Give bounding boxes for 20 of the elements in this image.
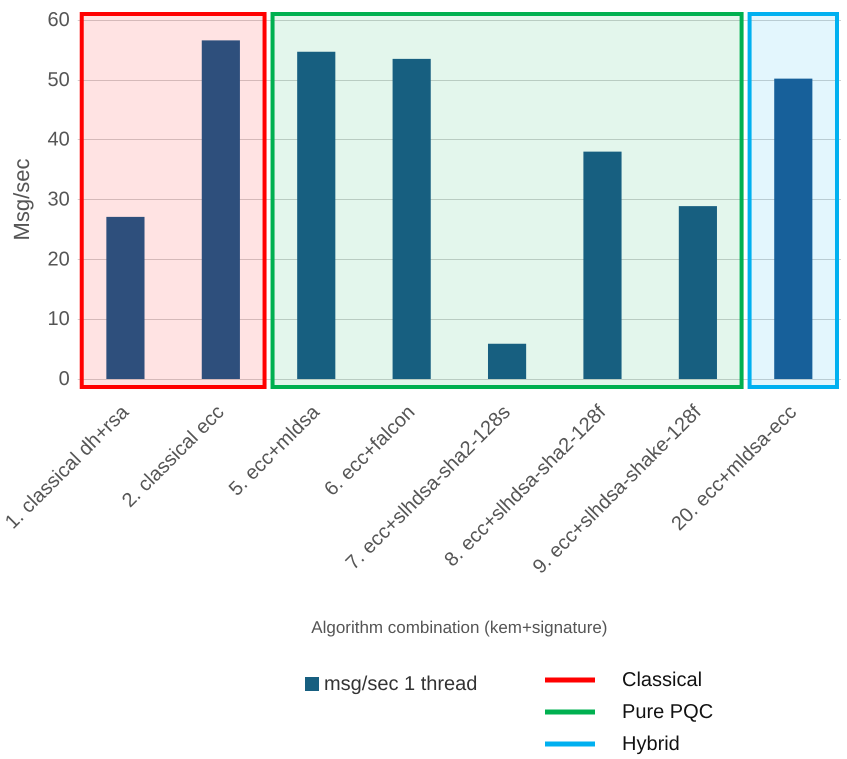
y-tick-label: 30 [47, 188, 70, 210]
bar [583, 152, 622, 379]
y-tick-label: 50 [47, 68, 70, 91]
y-tick-label: 40 [47, 128, 70, 151]
legend-label: Classical [622, 669, 702, 691]
y-tick-label: 20 [47, 248, 70, 270]
bar [106, 216, 145, 379]
x-axis-title: Algorithm combination (kem+signature) [311, 618, 608, 637]
y-axis-title: Msg/sec [9, 158, 34, 240]
bar [678, 206, 717, 379]
y-tick-label: 10 [47, 308, 70, 330]
y-tick-label: 60 [47, 9, 70, 31]
bar [202, 40, 240, 379]
legend-label: msg/sec 1 thread [324, 673, 478, 695]
legend-label: Hybrid [622, 733, 680, 755]
bar [392, 58, 431, 379]
bar [297, 52, 336, 379]
y-tick-label: 0 [58, 368, 70, 390]
legend-label: Pure PQC [622, 701, 714, 723]
bar [488, 344, 526, 379]
